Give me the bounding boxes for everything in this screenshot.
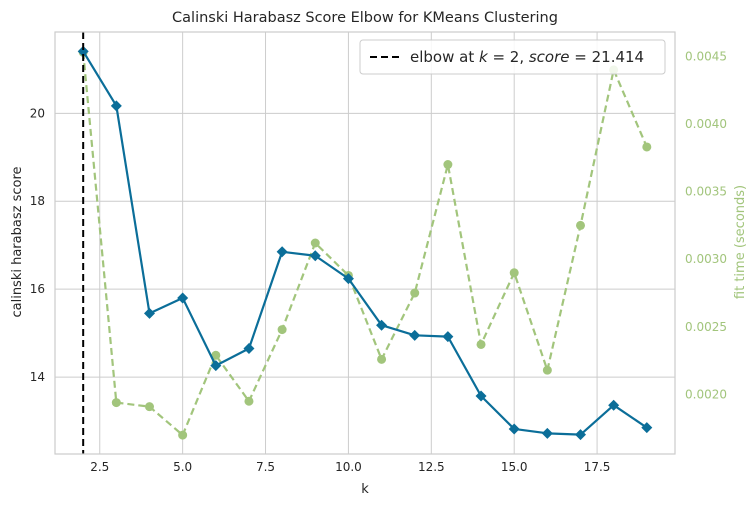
fit-time-point bbox=[642, 142, 652, 152]
fit-time-point bbox=[509, 268, 519, 278]
fit-time-point bbox=[377, 354, 387, 364]
legend-k-eq: = 2, bbox=[488, 48, 529, 66]
legend-label: elbow at k = 2, score = 21.414 bbox=[410, 48, 644, 66]
score-point bbox=[608, 399, 620, 411]
x-tick-label: 15.0 bbox=[501, 460, 528, 474]
fit-time-point bbox=[443, 160, 453, 170]
y2-tick-label: 0.0030 bbox=[685, 252, 727, 266]
y-axis-ticks: 14 16 18 20 bbox=[30, 106, 45, 384]
score-point bbox=[210, 360, 222, 372]
y-tick-label: 18 bbox=[30, 194, 45, 208]
plot-series bbox=[77, 32, 653, 454]
y2-axis-ticks: 0.0020 0.0025 0.0030 0.0035 0.0040 0.0045 bbox=[685, 49, 727, 401]
fit-time-point bbox=[144, 402, 154, 412]
x-tick-label: 12.5 bbox=[418, 460, 445, 474]
score-point bbox=[77, 45, 89, 57]
legend-prefix: elbow at bbox=[410, 48, 479, 66]
fit-time-point bbox=[211, 350, 221, 360]
score-point bbox=[342, 273, 354, 285]
fit-time-point bbox=[178, 430, 188, 440]
x-axis-ticks: 2.5 5.0 7.5 10.0 12.5 15.0 17.5 bbox=[90, 460, 610, 474]
fit-time-point bbox=[277, 325, 287, 335]
grid-lines bbox=[55, 32, 675, 454]
y2-tick-label: 0.0045 bbox=[685, 49, 727, 63]
x-tick-label: 17.5 bbox=[584, 460, 611, 474]
fit-time-point bbox=[244, 396, 254, 406]
x-tick-label: 2.5 bbox=[90, 460, 109, 474]
x-axis-label: k bbox=[361, 482, 369, 497]
y2-axis-label: fit time (seconds) bbox=[733, 185, 748, 299]
score-point bbox=[143, 307, 155, 319]
legend-box bbox=[359, 39, 666, 75]
chart-title: Calinski Harabasz Score Elbow for KMeans… bbox=[172, 10, 558, 26]
fit-time-point bbox=[111, 398, 121, 408]
y-axis-label: calinski harabasz score bbox=[10, 166, 25, 317]
score-point bbox=[641, 422, 653, 434]
score-point bbox=[177, 292, 189, 304]
score-point bbox=[276, 246, 288, 258]
score-point bbox=[442, 331, 454, 343]
score-point bbox=[309, 250, 321, 262]
x-tick-label: 7.5 bbox=[256, 460, 275, 474]
y2-tick-label: 0.0020 bbox=[685, 387, 727, 401]
legend-score-var: score bbox=[529, 48, 570, 66]
score-point bbox=[475, 390, 487, 402]
fit-time-point bbox=[310, 238, 320, 248]
fit-time-point bbox=[542, 365, 552, 375]
y-tick-label: 16 bbox=[30, 282, 45, 296]
score-point bbox=[508, 423, 520, 435]
y-tick-label: 20 bbox=[30, 106, 45, 120]
plot-frame bbox=[54, 31, 676, 455]
legend-score-eq: = 21.414 bbox=[570, 48, 645, 66]
y-tick-label: 14 bbox=[30, 370, 45, 384]
fit-time-line bbox=[82, 52, 648, 437]
score-point bbox=[409, 329, 421, 341]
score-point bbox=[110, 100, 122, 112]
score-point bbox=[376, 319, 388, 331]
legend-k-var: k bbox=[479, 48, 489, 66]
x-tick-label: 10.0 bbox=[335, 460, 362, 474]
y2-tick-label: 0.0035 bbox=[685, 185, 727, 199]
y2-tick-label: 0.0025 bbox=[685, 320, 727, 334]
score-point bbox=[575, 429, 587, 441]
score-point bbox=[541, 427, 553, 439]
fit-time-point bbox=[410, 288, 420, 298]
x-tick-label: 5.0 bbox=[173, 460, 192, 474]
y2-tick-label: 0.0040 bbox=[685, 117, 727, 131]
fit-time-point bbox=[476, 339, 486, 349]
fit-time-point bbox=[576, 220, 586, 230]
legend: elbow at k = 2, score = 21.414 bbox=[359, 39, 666, 75]
score-point bbox=[243, 343, 255, 354]
score-line bbox=[82, 50, 648, 436]
